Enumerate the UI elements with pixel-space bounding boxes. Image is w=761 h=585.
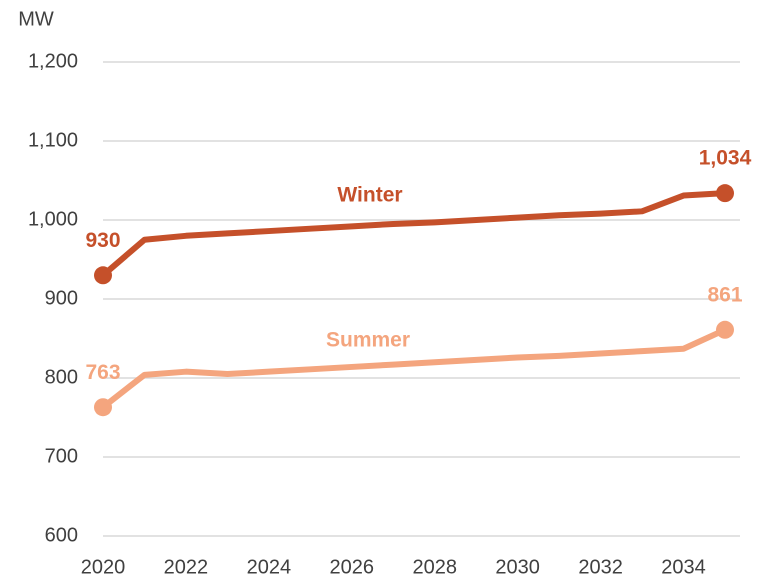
end-marker	[716, 184, 734, 203]
data-label: 930	[85, 229, 120, 252]
x-tick-label: 2032	[578, 556, 623, 578]
y-tick-label: 800	[45, 366, 78, 388]
data-label: 763	[85, 361, 120, 384]
series-line	[101, 327, 727, 410]
series-label: Summer	[326, 329, 410, 352]
y-tick-label: 1,200	[28, 50, 78, 72]
series-label: Winter	[337, 184, 402, 207]
x-tick-label: 2026	[330, 556, 375, 578]
x-tick-label: 2034	[661, 556, 706, 578]
end-marker	[94, 266, 112, 285]
y-axis-label: MW	[18, 8, 54, 30]
x-tick-label: 2020	[81, 556, 126, 578]
x-tick-label: 2030	[495, 556, 540, 578]
y-tick-label: 900	[45, 287, 78, 309]
data-label: 861	[707, 283, 742, 306]
data-label: 1,034	[699, 147, 752, 170]
x-tick-label: 2022	[164, 556, 209, 578]
y-tick-label: 1,000	[28, 208, 78, 230]
y-tick-label: 1,100	[28, 129, 78, 151]
x-tick-label: 2028	[412, 556, 457, 578]
x-tick-label: 2024	[247, 556, 292, 578]
end-marker	[716, 320, 734, 339]
end-marker	[94, 398, 112, 417]
series-line	[101, 190, 726, 278]
y-tick-label: 700	[45, 445, 78, 467]
y-tick-label: 600	[45, 524, 78, 546]
